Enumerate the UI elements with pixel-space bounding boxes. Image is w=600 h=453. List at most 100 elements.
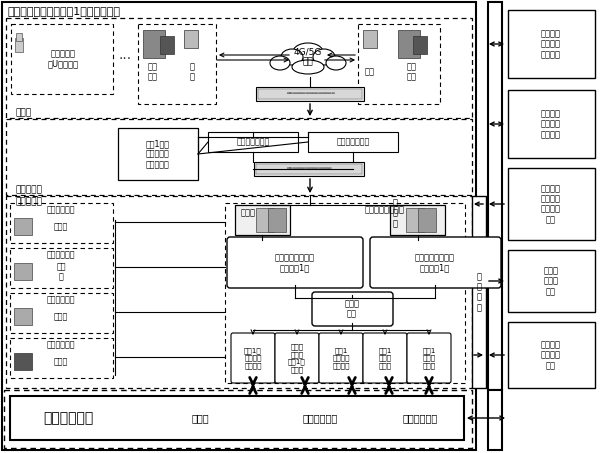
Ellipse shape <box>292 60 324 74</box>
Text: 铁路货运
列车编组
统计信息
系统: 铁路货运 列车编组 统计信息 系统 <box>541 184 561 224</box>
Bar <box>235 205 290 235</box>
Bar <box>138 24 216 104</box>
Bar <box>6 119 472 195</box>
Text: 运统1
车地数据
安全传输: 运统1 车地数据 安全传输 <box>332 347 350 369</box>
Text: 数据服务平台: 数据服务平台 <box>43 411 93 425</box>
Bar <box>6 196 472 388</box>
Bar <box>256 208 274 232</box>
Text: 手持
终端: 手持 终端 <box>148 63 158 82</box>
Text: 主用数据处理中心
电子运统1库: 主用数据处理中心 电子运统1库 <box>275 253 315 273</box>
Bar <box>14 263 32 280</box>
Bar <box>390 205 445 235</box>
Bar <box>11 24 113 94</box>
Text: 区段
站: 区段 站 <box>56 262 66 282</box>
FancyBboxPatch shape <box>231 333 275 383</box>
FancyBboxPatch shape <box>319 333 363 383</box>
Bar <box>10 338 113 378</box>
Text: 车站现车系统: 车站现车系统 <box>47 295 75 304</box>
Bar <box>10 203 113 243</box>
Text: 手持
终端: 手持 终端 <box>407 63 417 82</box>
Text: 运统1电子
化外网通信
服务器集群: 运统1电子 化外网通信 服务器集群 <box>146 139 170 169</box>
Ellipse shape <box>313 49 335 65</box>
Text: 列车编组顺序表（运统1）电子化传递: 列车编组顺序表（运统1）电子化传递 <box>8 6 121 16</box>
Bar <box>14 308 32 325</box>
Text: 铁路运输
调度管理
信息系统: 铁路运输 调度管理 信息系统 <box>541 29 561 59</box>
Bar <box>10 396 464 440</box>
Bar <box>2 2 476 450</box>
Text: 中间站: 中间站 <box>54 313 68 322</box>
Bar <box>256 164 362 174</box>
Bar <box>4 390 472 448</box>
Bar <box>143 30 165 58</box>
Text: 运统1电
子化综合
运用管理: 运统1电 子化综合 运用管理 <box>244 347 262 369</box>
Text: 主数据: 主数据 <box>191 413 209 423</box>
Bar <box>6 18 472 118</box>
Text: 其他专业信息: 其他专业信息 <box>403 413 437 423</box>
Text: 运统1
内部数
据服务: 运统1 内部数 据服务 <box>379 347 392 369</box>
Text: 编组站: 编组站 <box>54 222 68 231</box>
Bar <box>413 36 427 54</box>
Bar <box>508 250 595 312</box>
Bar <box>508 90 595 158</box>
Text: ══════════════: ══════════════ <box>286 167 332 172</box>
Bar <box>254 162 364 176</box>
FancyBboxPatch shape <box>407 333 451 383</box>
Text: 客运站: 客运站 <box>54 357 68 366</box>
Text: 运统1
外部数
据服务: 运统1 外部数 据服务 <box>422 347 436 369</box>
Ellipse shape <box>281 49 303 65</box>
Text: 数
据
融
合: 数 据 融 合 <box>476 272 482 312</box>
Bar <box>15 38 23 52</box>
FancyBboxPatch shape <box>370 237 501 288</box>
Text: 外部服务网: 外部服务网 <box>15 185 42 194</box>
Bar <box>508 10 595 78</box>
Text: 加密机: 加密机 <box>241 208 256 217</box>
Bar <box>10 293 113 333</box>
Ellipse shape <box>293 43 323 61</box>
Text: 车站现车系统: 车站现车系统 <box>47 251 75 260</box>
Text: 司机手
持终端
运统1应
用服务: 司机手 持终端 运统1应 用服务 <box>288 343 306 373</box>
Bar <box>160 36 174 54</box>
Bar <box>10 248 113 288</box>
Text: 双中心
模式: 双中心 模式 <box>344 299 359 319</box>
Text: 备外部通信服务: 备外部通信服务 <box>337 138 370 146</box>
Text: 机务专业信息: 机务专业信息 <box>302 413 338 423</box>
Bar <box>418 208 436 232</box>
Bar <box>225 203 465 383</box>
Ellipse shape <box>270 56 290 70</box>
Text: 解密: 解密 <box>365 67 375 77</box>
Bar <box>508 322 595 388</box>
Bar <box>256 87 364 101</box>
Bar <box>406 208 424 232</box>
Text: 备用数据处理中心
电子运统1库: 备用数据处理中心 电子运统1库 <box>415 253 455 273</box>
Text: 4G/5G
公网: 4G/5G 公网 <box>294 47 322 67</box>
Bar <box>258 89 362 99</box>
Text: 铁路运输
信息集成
平台: 铁路运输 信息集成 平台 <box>541 340 561 370</box>
Text: ···: ··· <box>118 52 131 66</box>
FancyBboxPatch shape <box>275 333 319 383</box>
FancyBboxPatch shape <box>227 237 363 288</box>
Bar <box>398 30 420 58</box>
Bar <box>363 30 377 48</box>
Text: 加
密
机: 加 密 机 <box>393 198 398 228</box>
Bar <box>508 168 595 240</box>
Ellipse shape <box>326 56 346 70</box>
Bar <box>14 218 32 235</box>
Text: 解
密: 解 密 <box>190 63 194 82</box>
Text: 铁路机务
运用安全
信息系统: 铁路机务 运用安全 信息系统 <box>541 109 561 139</box>
Bar <box>358 24 440 104</box>
Text: 铁路机
车统计
系统: 铁路机 车统计 系统 <box>544 266 559 296</box>
Bar <box>16 33 22 41</box>
Text: 客运编组系统: 客运编组系统 <box>47 341 75 350</box>
FancyBboxPatch shape <box>363 333 407 383</box>
Text: 主外部通信服务: 主外部通信服务 <box>236 138 269 146</box>
Text: 应急措施：
送U盘或纸质: 应急措施： 送U盘或纸质 <box>47 49 79 69</box>
Text: ═══════════════: ═══════════════ <box>286 92 334 96</box>
Bar <box>488 390 502 450</box>
Bar <box>308 132 398 152</box>
Bar <box>14 353 32 370</box>
Text: 车站现车系统: 车站现车系统 <box>47 206 75 215</box>
Text: 安全生产网: 安全生产网 <box>15 197 42 206</box>
Bar <box>184 30 198 48</box>
Text: 局铁集团安全平台: 局铁集团安全平台 <box>365 205 405 214</box>
Text: 互联网: 互联网 <box>15 109 31 117</box>
